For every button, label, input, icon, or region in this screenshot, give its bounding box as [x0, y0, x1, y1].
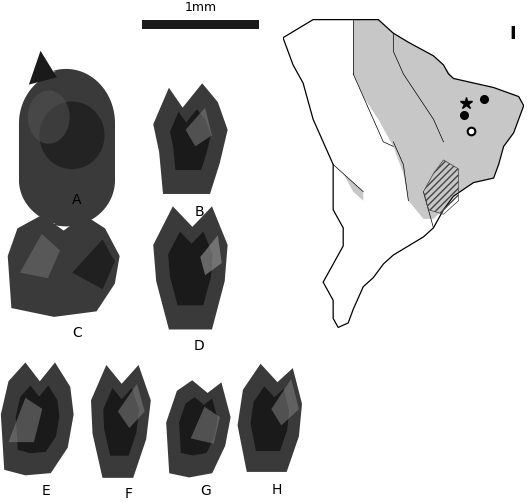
Polygon shape	[166, 380, 231, 477]
Polygon shape	[343, 20, 524, 219]
Polygon shape	[39, 102, 105, 169]
Polygon shape	[72, 239, 115, 289]
Polygon shape	[200, 235, 222, 275]
Text: I: I	[510, 25, 516, 43]
Polygon shape	[118, 384, 145, 428]
Text: 1mm: 1mm	[185, 1, 216, 14]
Text: B: B	[195, 205, 204, 219]
Polygon shape	[271, 379, 299, 426]
Text: H: H	[271, 483, 282, 497]
Polygon shape	[250, 386, 289, 451]
Polygon shape	[8, 398, 42, 442]
Text: C: C	[72, 326, 82, 340]
Polygon shape	[20, 234, 60, 278]
Polygon shape	[170, 109, 211, 170]
Polygon shape	[19, 69, 115, 226]
Text: E: E	[41, 484, 50, 498]
Polygon shape	[186, 108, 212, 146]
Text: F: F	[124, 487, 133, 500]
Polygon shape	[168, 231, 213, 305]
Polygon shape	[103, 388, 139, 456]
Polygon shape	[190, 406, 220, 444]
Polygon shape	[283, 38, 363, 201]
Polygon shape	[28, 91, 70, 144]
Text: A: A	[72, 193, 81, 207]
Polygon shape	[153, 83, 227, 194]
Polygon shape	[238, 364, 302, 472]
Text: G: G	[200, 484, 211, 498]
Polygon shape	[91, 365, 151, 478]
Polygon shape	[1, 363, 74, 475]
Polygon shape	[8, 215, 120, 317]
Bar	[142, 20, 259, 29]
Polygon shape	[16, 385, 59, 453]
Text: D: D	[194, 339, 205, 353]
Polygon shape	[153, 206, 227, 329]
Polygon shape	[29, 51, 57, 85]
Polygon shape	[179, 397, 218, 456]
